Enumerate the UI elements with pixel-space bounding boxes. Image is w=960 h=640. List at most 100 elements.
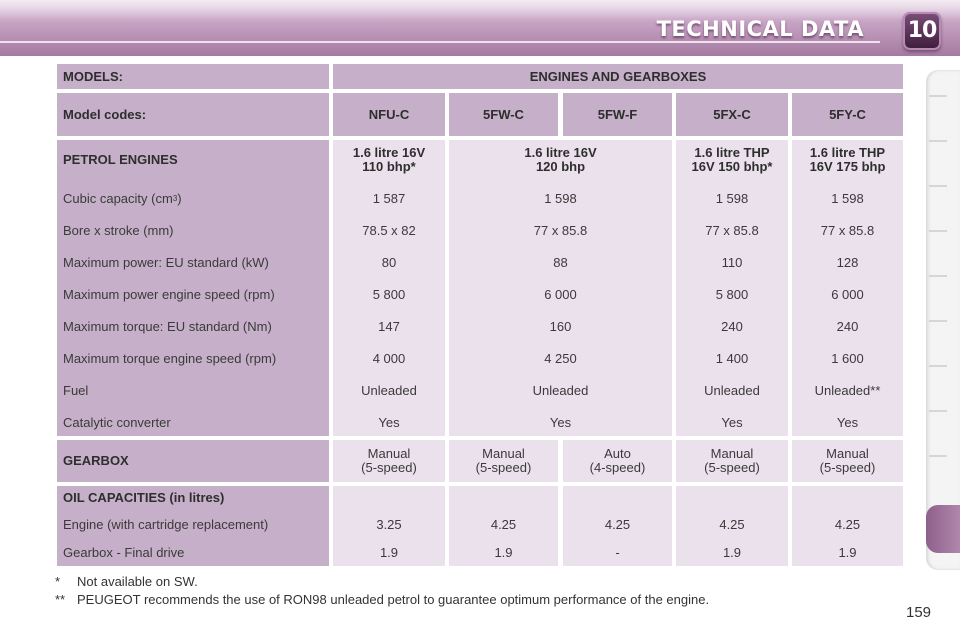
row-label-end: ) — [177, 191, 182, 206]
row-label-text: Maximum power: EU standard (kW) — [63, 255, 269, 270]
oil-value: 3.25 — [376, 517, 402, 532]
oil-row-label: Engine (with cartridge replacement) — [63, 517, 269, 532]
petrol-row-label: Bore x stroke (mm) — [57, 216, 329, 246]
header-band: TECHNICAL DATA 10 — [0, 0, 960, 56]
row-label-text: Maximum power engine speed (rpm) — [63, 287, 275, 302]
petrol-value: Unleaded — [361, 383, 417, 398]
petrol-value: 4 000 — [372, 351, 406, 366]
engine-heading: 1.6 litre 16V 120 bhp — [524, 145, 597, 174]
petrol-row-label: Maximum torque: EU standard (Nm) — [57, 312, 329, 342]
model-codes-label: Model codes: — [63, 106, 147, 122]
gearbox-value: Manual (5-speed) — [361, 446, 417, 475]
row-label-text: Cubic capacity (cm — [63, 191, 173, 206]
side-tab-divider — [929, 365, 947, 367]
petrol-row-label: Fuel — [57, 376, 329, 406]
petrol-value: 1 598 — [831, 191, 864, 206]
oil-value: 4.25 — [834, 517, 861, 532]
oil-value: 1.9 — [379, 545, 399, 560]
gearbox-value: Manual (5-speed) — [704, 446, 760, 475]
petrol-value: 1 400 — [715, 351, 749, 366]
oil-column-bg — [333, 486, 445, 566]
petrol-value: 77 x 85.8 — [705, 223, 759, 238]
oil-value: 1.9 — [494, 545, 513, 560]
engines-header-bg — [333, 64, 903, 89]
petrol-row-label: Maximum power engine speed (rpm) — [57, 280, 329, 310]
oil-value: 4.25 — [490, 517, 517, 532]
engine-heading: 1.6 litre THP 16V 150 bhp* — [691, 145, 773, 174]
petrol-value: 1 598 — [544, 191, 577, 206]
petrol-row-label: Catalytic converter — [57, 408, 329, 438]
oil-value: - — [615, 545, 620, 560]
oil-value: 4.25 — [604, 517, 631, 532]
petrol-value: 1 598 — [715, 191, 749, 206]
petrol-col3-bg — [676, 140, 788, 436]
footnote-2: ** PEUGEOT recommends the use of RON98 un… — [55, 592, 709, 607]
gearbox-value-bg — [333, 440, 445, 482]
gearbox-value-bg — [563, 440, 672, 482]
gearbox-label-bg — [57, 440, 329, 482]
model-code-bg — [676, 93, 788, 136]
petrol-value: 80 — [381, 255, 397, 270]
model-code-bg — [449, 93, 558, 136]
side-tab-divider — [929, 95, 947, 97]
gearbox-label: GEARBOX — [63, 453, 129, 468]
petrol-value: Yes — [549, 415, 572, 430]
row-label-superscript: 3 — [172, 194, 178, 203]
oil-column-bg — [676, 486, 788, 566]
engines-and-gearboxes-label: ENGINES AND GEARBOXES — [529, 68, 707, 84]
gearbox-value: Auto (4-speed) — [589, 446, 646, 475]
petrol-value: 1 587 — [372, 191, 406, 206]
model-codes-label-bg — [57, 93, 329, 136]
model-code: 5FY-C — [829, 106, 866, 122]
gearbox-value: Manual (5-speed) — [819, 446, 876, 475]
footnote-2-text: PEUGEOT recommends the use of RON98 unle… — [77, 592, 710, 607]
models-label-bg — [57, 64, 329, 89]
chapter-badge: 10 — [903, 12, 941, 50]
petrol-value: 6 000 — [831, 287, 864, 302]
petrol-row-label: Maximum torque engine speed (rpm) — [57, 344, 329, 374]
oil-column-bg — [792, 486, 903, 566]
petrol-value: Yes — [721, 415, 743, 430]
petrol-value: 77 x 85.8 — [533, 223, 588, 238]
model-code: 5FW-F — [597, 106, 638, 122]
oil-label-column-bg — [57, 486, 329, 566]
petrol-row-label: Cubic capacity (cm 3) — [57, 184, 329, 214]
petrol-col2-bg — [449, 140, 672, 436]
petrol-label-column-bg — [57, 140, 329, 436]
side-tab-divider — [929, 455, 947, 457]
petrol-row-label: Maximum power: EU standard (kW) — [57, 248, 329, 278]
gearbox-value: Manual (5-speed) — [475, 446, 532, 475]
petrol-value: 1 600 — [831, 351, 864, 366]
page-number: 159 — [906, 604, 932, 621]
side-tab-active[interactable] — [926, 505, 960, 553]
side-tab-divider — [929, 230, 947, 232]
model-code: 5FW-C — [483, 106, 524, 122]
petrol-value: 6 000 — [544, 287, 577, 302]
side-tab-divider — [929, 275, 947, 277]
row-label-text: Maximum torque: EU standard (Nm) — [63, 319, 272, 334]
oil-column-bg — [563, 486, 672, 566]
petrol-value: 160 — [549, 319, 572, 334]
gearbox-value-bg — [676, 440, 788, 482]
petrol-value: 5 800 — [715, 287, 749, 302]
petrol-col4-bg — [792, 140, 903, 436]
petrol-value: 4 250 — [544, 351, 577, 366]
header-stripe — [0, 41, 880, 43]
model-code-bg — [792, 93, 903, 136]
petrol-value: 128 — [836, 255, 859, 270]
petrol-value: 240 — [721, 319, 743, 334]
footnote-1: * Not available on SW. — [55, 574, 198, 589]
petrol-value: Yes — [836, 415, 859, 430]
petrol-value: 77 x 85.8 — [820, 223, 875, 238]
models-label: MODELS: — [63, 68, 123, 84]
petrol-value: Unleaded** — [814, 383, 881, 398]
oil-row-label: Gearbox - Final drive — [63, 545, 185, 560]
row-label-text: Maximum torque engine speed (rpm) — [63, 351, 277, 366]
engine-heading: 1.6 litre 16V 110 bhp* — [352, 145, 426, 174]
petrol-value: 88 — [553, 255, 568, 270]
row-label-text: Bore x stroke (mm) — [63, 223, 174, 238]
oil-capacities-label: OIL CAPACITIES (in litres) — [63, 490, 225, 505]
gearbox-value-bg — [792, 440, 903, 482]
gearbox-value-bg — [449, 440, 558, 482]
petrol-engines-label: PETROL ENGINES — [63, 152, 178, 167]
